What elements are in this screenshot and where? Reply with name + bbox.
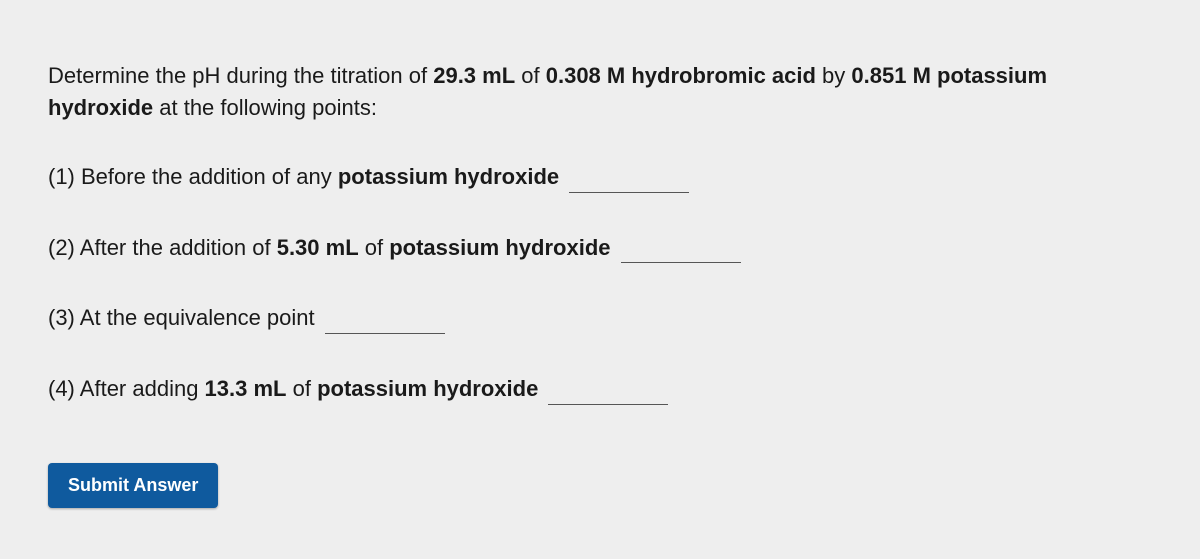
q4-number: (4): [48, 376, 80, 401]
q2-mid: of: [359, 235, 390, 260]
submit-answer-button[interactable]: Submit Answer: [48, 463, 218, 508]
question-3: (3) At the equivalence point: [48, 303, 1152, 334]
q2-bold2: potassium hydroxide: [389, 235, 610, 260]
question-4-text: (4) After adding 13.3 mL of potassium hy…: [48, 374, 538, 405]
answer-input-2[interactable]: [621, 237, 741, 263]
q2-bold1: 5.30 mL: [277, 235, 359, 260]
prompt-of: of: [515, 63, 546, 88]
q2-number: (2): [48, 235, 80, 260]
q1-number: (1): [48, 164, 81, 189]
answer-input-4[interactable]: [548, 379, 668, 405]
q1-pre: Before the addition of any: [81, 164, 338, 189]
q4-bold1: 13.3 mL: [205, 376, 287, 401]
answer-input-1[interactable]: [569, 167, 689, 193]
answer-input-3[interactable]: [325, 308, 445, 334]
prompt-pre: Determine the pH during the titration of: [48, 63, 433, 88]
question-3-text: (3) At the equivalence point: [48, 303, 315, 334]
q1-bold: potassium hydroxide: [338, 164, 559, 189]
q4-pre: After adding: [80, 376, 205, 401]
prompt-by: by: [816, 63, 851, 88]
q4-bold2: potassium hydroxide: [317, 376, 538, 401]
question-container: Determine the pH during the titration of…: [0, 0, 1200, 548]
prompt-conc-acid: 0.308 M hydrobromic acid: [546, 63, 816, 88]
prompt-post: at the following points:: [153, 95, 377, 120]
q4-mid: of: [286, 376, 317, 401]
question-4: (4) After adding 13.3 mL of potassium hy…: [48, 374, 1152, 405]
q2-pre: After the addition of: [80, 235, 277, 260]
q3-number: (3): [48, 305, 80, 330]
question-1: (1) Before the addition of any potassium…: [48, 162, 1152, 193]
prompt-text: Determine the pH during the titration of…: [48, 60, 1152, 124]
prompt-vol-acid: 29.3 mL: [433, 63, 515, 88]
question-1-text: (1) Before the addition of any potassium…: [48, 162, 559, 193]
question-2-text: (2) After the addition of 5.30 mL of pot…: [48, 233, 611, 264]
q3-pre: At the equivalence point: [80, 305, 315, 330]
question-2: (2) After the addition of 5.30 mL of pot…: [48, 233, 1152, 264]
